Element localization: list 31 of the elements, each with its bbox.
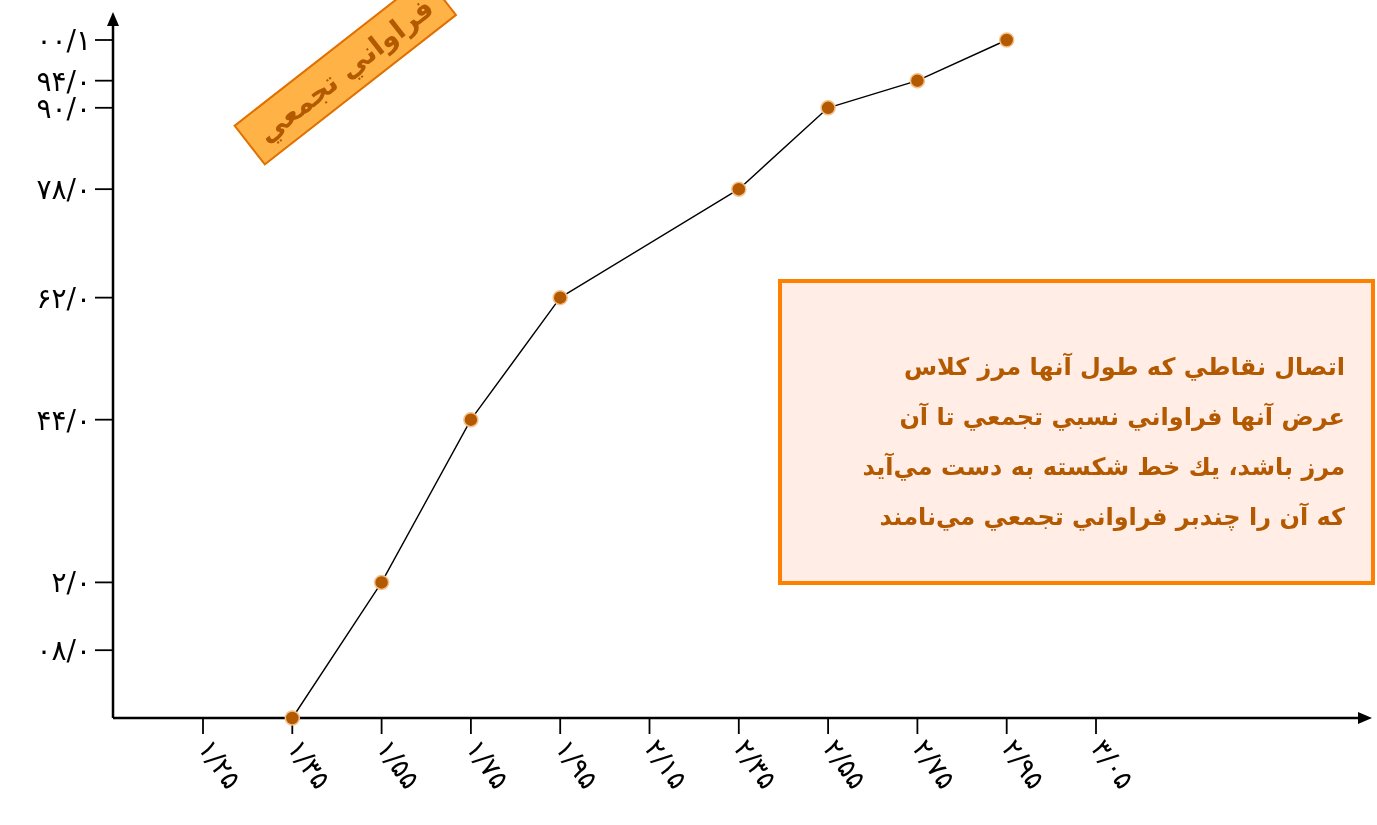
point [284,710,301,726]
x-tick-label: ۲/۷۵ [906,733,963,795]
text: ۰۰/۱ [36,24,91,57]
text: ۹۴/۰ [36,64,91,98]
text: ۲/۰ [51,566,91,600]
x-tick-label: ۱/۳۵ [281,733,337,795]
annotation: اتصال نقاطي كه طول آنها مرز كلاس [903,352,1345,381]
annotation: كه آن را چندبر فراواني تجمعي مي‌نامند [879,502,1346,531]
point [373,574,390,591]
x-tick-label: ۲/۹۵ [995,733,1052,795]
text: ۰۸/۰ [36,634,91,668]
x-tick-label: ۲/۳۵ [727,733,784,795]
x-tick-label: ۲/۵۵ [817,733,873,795]
text: ۷۸/۰ [36,173,91,207]
point [463,411,479,428]
text: ۶۲/۰ [36,281,91,315]
title-banner: فراواني تجمعي [233,0,458,166]
text: ۴۴/۰ [36,403,91,437]
annotation: مرز باشد، يك خط شكسته به دست مي‌آيد [862,452,1345,481]
point [820,100,836,116]
annotation: عرض آنها فراواني نسبي تجمعي تا آن [899,402,1345,431]
x-tick-label: ۳/۰۵ [1085,733,1141,795]
point [731,181,747,197]
x-tick-label: ۱/۲۵ [192,733,248,795]
point [552,289,568,306]
point [998,32,1015,48]
x-tick-label: ۱/۵۵ [370,733,427,795]
x-tick-label: ۱/۷۵ [459,733,516,795]
x-tick-label: ۲/۱۵ [638,733,695,795]
x-tick-label: ۱/۹۵ [549,733,605,795]
point [909,72,926,89]
